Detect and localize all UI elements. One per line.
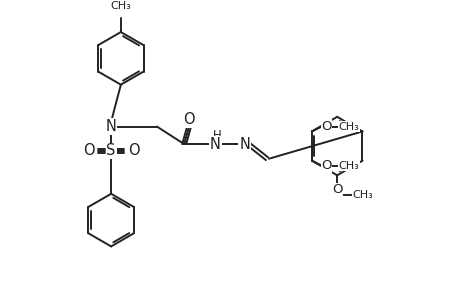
Text: O: O <box>183 112 195 127</box>
Text: CH₃: CH₃ <box>338 160 358 170</box>
Text: CH₃: CH₃ <box>352 190 372 200</box>
Text: N: N <box>106 119 116 134</box>
Text: N: N <box>209 136 220 152</box>
Text: H: H <box>213 129 221 142</box>
Text: O: O <box>320 120 331 133</box>
Text: O: O <box>128 143 139 158</box>
Text: S: S <box>106 143 116 158</box>
Text: O: O <box>83 143 94 158</box>
Text: O: O <box>320 159 331 172</box>
Text: CH₃: CH₃ <box>338 122 358 132</box>
Text: N: N <box>239 136 250 152</box>
Text: CH₃: CH₃ <box>110 1 131 10</box>
Text: O: O <box>331 183 341 196</box>
